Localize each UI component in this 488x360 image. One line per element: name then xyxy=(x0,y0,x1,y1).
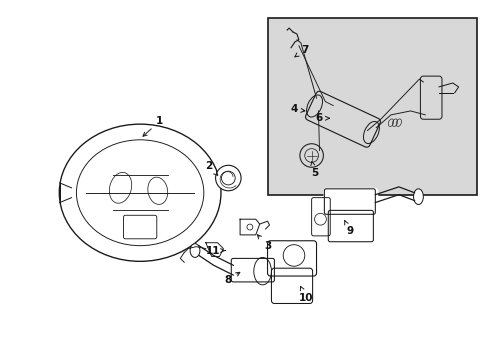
Text: 6: 6 xyxy=(315,113,329,123)
Ellipse shape xyxy=(190,244,200,257)
Text: 9: 9 xyxy=(344,220,353,236)
Ellipse shape xyxy=(253,257,271,285)
Ellipse shape xyxy=(363,121,379,144)
Text: 10: 10 xyxy=(298,287,312,303)
Text: 5: 5 xyxy=(310,161,318,178)
Text: 3: 3 xyxy=(257,235,271,251)
FancyBboxPatch shape xyxy=(323,188,378,245)
Text: 2: 2 xyxy=(204,161,217,175)
Text: 4: 4 xyxy=(290,104,304,114)
FancyBboxPatch shape xyxy=(231,258,274,282)
Ellipse shape xyxy=(299,144,323,167)
Ellipse shape xyxy=(306,95,322,117)
Text: 7: 7 xyxy=(294,45,308,57)
Text: 8: 8 xyxy=(224,272,239,285)
Bar xyxy=(267,18,476,195)
FancyBboxPatch shape xyxy=(305,91,380,147)
FancyBboxPatch shape xyxy=(420,76,441,119)
Ellipse shape xyxy=(59,124,221,261)
Ellipse shape xyxy=(215,165,241,191)
FancyBboxPatch shape xyxy=(251,238,333,307)
Text: 1: 1 xyxy=(142,116,163,136)
Ellipse shape xyxy=(413,189,423,204)
Text: 11: 11 xyxy=(205,246,225,256)
